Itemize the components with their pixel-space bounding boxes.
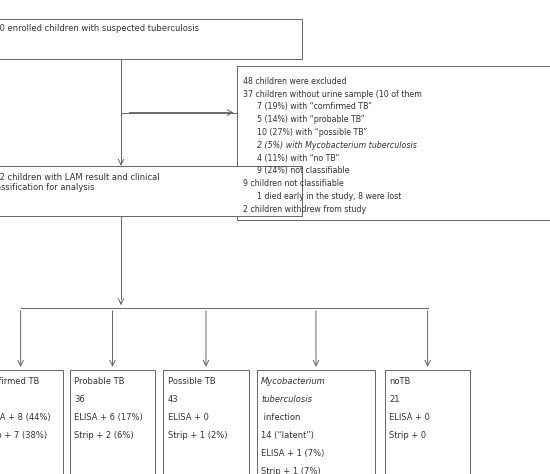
Text: noTB: noTB — [389, 377, 411, 386]
FancyBboxPatch shape — [0, 166, 302, 216]
Text: 14 (“latent”): 14 (“latent”) — [261, 431, 314, 440]
Text: ELISA + 8 (44%): ELISA + 8 (44%) — [0, 413, 51, 422]
Text: 37 children without urine sample (10 of them: 37 children without urine sample (10 of … — [243, 90, 422, 99]
Text: Strip + 1 (7%): Strip + 1 (7%) — [261, 467, 321, 474]
Text: ELISA + 0: ELISA + 0 — [389, 413, 430, 422]
Text: ELISA + 1 (7%): ELISA + 1 (7%) — [261, 449, 324, 458]
Text: Strip + 2 (6%): Strip + 2 (6%) — [74, 431, 134, 440]
FancyBboxPatch shape — [163, 370, 249, 474]
Text: 5 (14%) with “probable TB”: 5 (14%) with “probable TB” — [257, 115, 365, 124]
FancyBboxPatch shape — [385, 370, 470, 474]
FancyBboxPatch shape — [257, 370, 375, 474]
Text: 43: 43 — [168, 395, 178, 404]
Text: Mycobacterium: Mycobacterium — [261, 377, 326, 386]
Text: Confirmed TB: Confirmed TB — [0, 377, 40, 386]
Text: 48 children were excluded: 48 children were excluded — [243, 77, 346, 86]
Text: ELISA + 6 (17%): ELISA + 6 (17%) — [74, 413, 143, 422]
Text: 1 died early in the study, 8 were lost: 1 died early in the study, 8 were lost — [257, 192, 402, 201]
Text: ELISA + 0: ELISA + 0 — [168, 413, 208, 422]
Text: Strip + 7 (38%): Strip + 7 (38%) — [0, 431, 47, 440]
Text: Strip + 1 (2%): Strip + 1 (2%) — [168, 431, 227, 440]
Text: 2 (5%) with Mycobacterium tuberculosis: 2 (5%) with Mycobacterium tuberculosis — [257, 141, 417, 150]
FancyBboxPatch shape — [0, 19, 302, 59]
Text: 9 children not classifiable: 9 children not classifiable — [243, 179, 344, 188]
FancyBboxPatch shape — [0, 370, 63, 474]
Text: 9 (24%) not classifiable: 9 (24%) not classifiable — [257, 166, 349, 175]
Text: 7 (19%) with “comfirmed TB”: 7 (19%) with “comfirmed TB” — [257, 102, 372, 111]
Text: 36: 36 — [74, 395, 85, 404]
FancyBboxPatch shape — [70, 370, 155, 474]
Text: 2 children withdrew from study: 2 children withdrew from study — [243, 205, 366, 214]
Text: 4 (11%) with “no TB”: 4 (11%) with “no TB” — [257, 154, 339, 163]
Text: 180 enrolled children with suspected tuberculosis: 180 enrolled children with suspected tub… — [0, 24, 199, 33]
Text: 10 (27%) with “possible TB”: 10 (27%) with “possible TB” — [257, 128, 367, 137]
Text: tuberculosis: tuberculosis — [261, 395, 312, 404]
Text: infection: infection — [261, 413, 301, 422]
Text: Possible TB: Possible TB — [168, 377, 216, 386]
Text: Probable TB: Probable TB — [74, 377, 125, 386]
Text: 132 children with LAM result and clinical
classification for analysis: 132 children with LAM result and clinica… — [0, 173, 160, 192]
Text: Strip + 0: Strip + 0 — [389, 431, 427, 440]
Text: 21: 21 — [389, 395, 400, 404]
FancyBboxPatch shape — [236, 66, 550, 220]
